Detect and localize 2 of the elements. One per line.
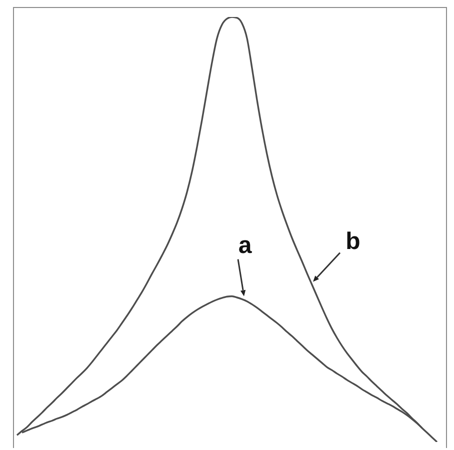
series-label: b: [346, 228, 360, 255]
series-label: a: [238, 232, 252, 260]
